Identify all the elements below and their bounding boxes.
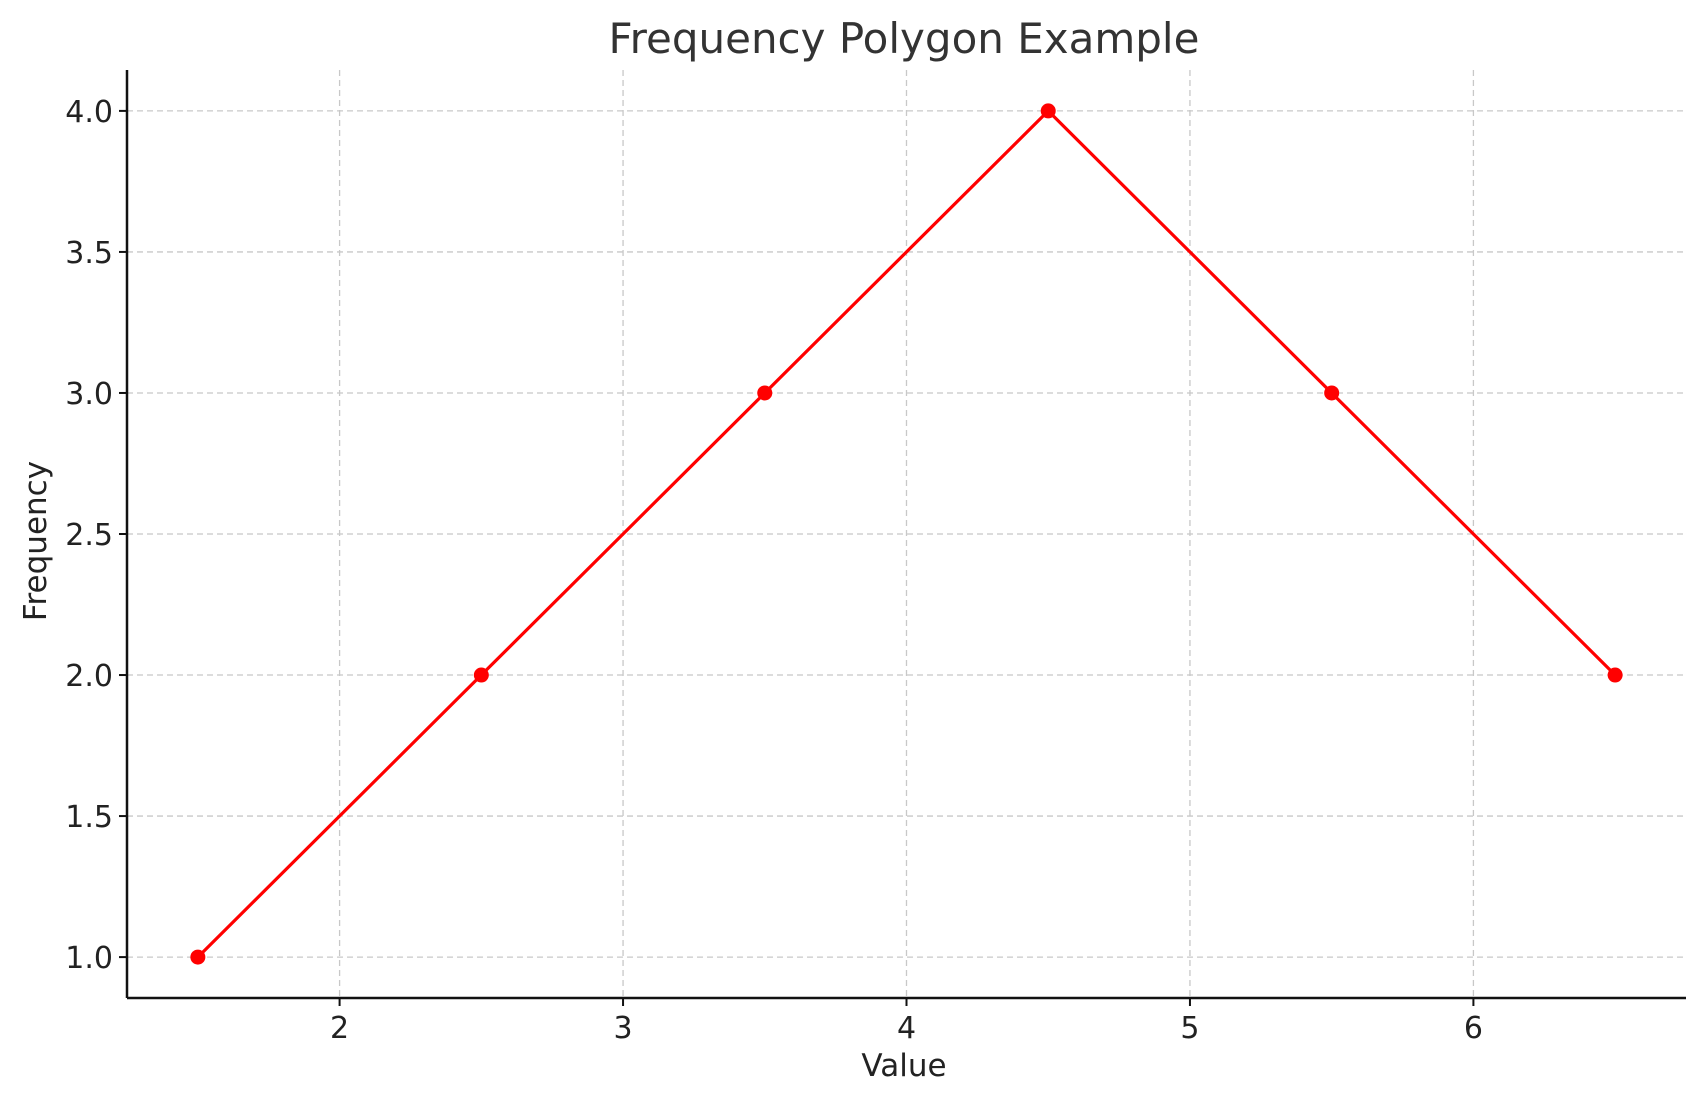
series-layer: [190, 103, 1623, 965]
x-tick-label: 3: [613, 1011, 632, 1046]
grid-layer: [127, 70, 1686, 998]
y-tick-label: 1.0: [65, 941, 113, 976]
series-line: [196, 109, 1617, 959]
ticks-layer: 2 3 4 5 6 1.0 1.5 2.0 2.5 3.0 3.5 4.0: [65, 95, 1483, 1046]
x-tick-label: 6: [1464, 1011, 1483, 1046]
data-point: [190, 949, 206, 965]
data-point: [1324, 385, 1340, 401]
x-tick-label: 2: [330, 1011, 349, 1046]
data-point: [1607, 667, 1623, 683]
y-axis-label: Frequency: [18, 461, 54, 621]
y-tick-label: 2.0: [65, 659, 113, 694]
data-point: [473, 667, 489, 683]
y-tick-label: 1.5: [65, 800, 113, 835]
y-tick-label: 4.0: [65, 95, 113, 130]
x-tick-label: 5: [1180, 1011, 1199, 1046]
y-tick-label: 3.5: [65, 236, 113, 271]
data-point: [1040, 103, 1056, 119]
data-point: [757, 385, 773, 401]
x-axis-label: Value: [861, 1048, 946, 1084]
chart-title: Frequency Polygon Example: [609, 14, 1200, 63]
x-tick-label: 4: [897, 1011, 916, 1046]
y-tick-label: 3.0: [65, 377, 113, 412]
y-tick-label: 2.5: [65, 518, 113, 553]
